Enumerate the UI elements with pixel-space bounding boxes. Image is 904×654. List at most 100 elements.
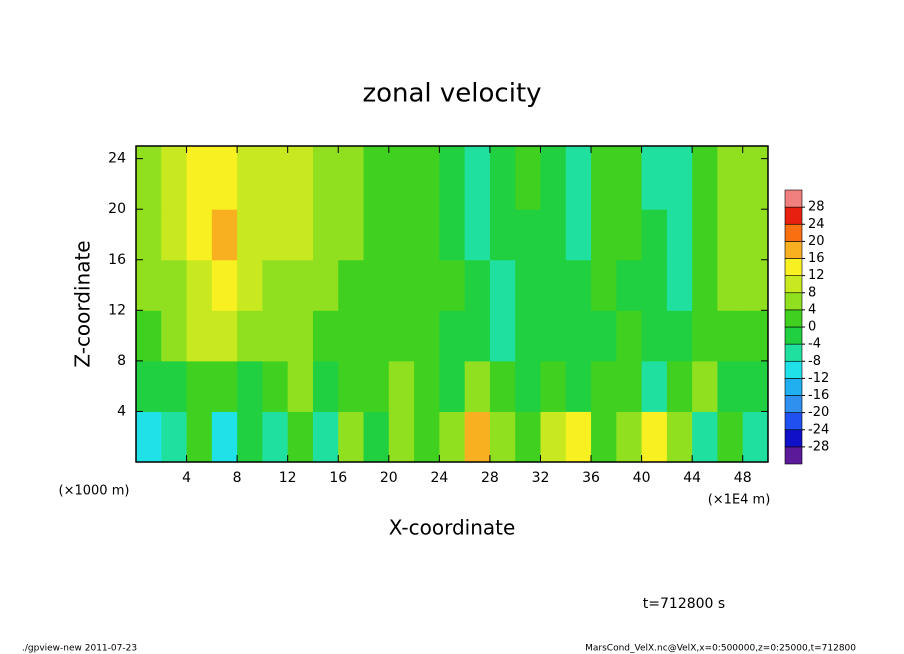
colorbar-label: 0 bbox=[808, 320, 816, 335]
heatmap-cell bbox=[186, 360, 213, 412]
colorbar-label: 16 bbox=[808, 251, 825, 266]
heatmap-cell bbox=[414, 146, 440, 210]
heatmap-cell bbox=[161, 411, 188, 463]
heatmap-cell bbox=[338, 310, 365, 362]
heatmap-cell bbox=[717, 146, 744, 210]
heatmap-cell bbox=[641, 310, 668, 362]
heatmap-cell bbox=[515, 310, 541, 362]
annotation: t=712800 s bbox=[643, 596, 725, 612]
heatmap-cell bbox=[616, 360, 643, 412]
colorbar-bin bbox=[784, 258, 803, 276]
heatmap-cell bbox=[136, 411, 162, 463]
x-tick-label: 20 bbox=[380, 470, 398, 486]
colorbar-bin bbox=[784, 275, 803, 294]
heatmap-cell bbox=[742, 209, 769, 261]
heatmap-cell bbox=[742, 146, 769, 210]
heatmap-cell bbox=[565, 259, 592, 311]
y-tick-label: 20 bbox=[108, 201, 126, 217]
heatmap-cell bbox=[136, 146, 162, 210]
heatmap-cell bbox=[641, 209, 668, 261]
heatmap-cell bbox=[515, 411, 541, 463]
heatmap-cell bbox=[742, 360, 769, 412]
heatmap-cell bbox=[717, 310, 744, 362]
heatmap-cell bbox=[161, 310, 188, 362]
heatmap-cell bbox=[591, 411, 617, 463]
plot-frame bbox=[135, 145, 769, 463]
colorbar-label: -8 bbox=[808, 354, 821, 369]
heatmap-cell bbox=[489, 360, 516, 412]
heatmap-cell bbox=[439, 146, 466, 210]
heatmap-cell bbox=[692, 259, 718, 311]
colorbar-label: 28 bbox=[808, 200, 825, 215]
heatmap-cell bbox=[338, 209, 365, 261]
heatmap-cell bbox=[287, 360, 314, 412]
heatmap-cell bbox=[616, 209, 643, 261]
x-tick-label: 40 bbox=[633, 470, 651, 486]
colorbar-bin bbox=[784, 189, 803, 208]
heatmap-cell bbox=[515, 146, 541, 210]
heatmap-cell bbox=[211, 411, 238, 463]
heatmap-cell bbox=[211, 209, 238, 261]
heatmap-cell bbox=[489, 209, 516, 261]
heatmap-cell bbox=[439, 360, 466, 412]
heatmap-cell bbox=[287, 259, 314, 311]
heatmap-cell bbox=[591, 360, 617, 412]
heatmap-cell bbox=[388, 310, 415, 362]
heatmap-cell bbox=[262, 360, 289, 412]
heatmap-cell bbox=[666, 360, 693, 412]
heatmap-cell bbox=[565, 146, 592, 210]
heatmap-cell bbox=[464, 209, 491, 261]
heatmap-cell bbox=[692, 411, 718, 463]
heatmap-cell bbox=[464, 310, 491, 362]
heatmap-cell bbox=[262, 259, 289, 311]
y-tick-label: 12 bbox=[108, 302, 126, 318]
y-axis-label: Z-coordinate bbox=[71, 240, 95, 367]
x-tick-label: 24 bbox=[430, 470, 448, 486]
heatmap-cell bbox=[692, 209, 718, 261]
heatmap-cell bbox=[616, 411, 643, 463]
heatmap-cell bbox=[186, 259, 213, 311]
heatmap-cell bbox=[262, 209, 289, 261]
heatmap-cell bbox=[540, 259, 567, 311]
heatmap-cell bbox=[439, 259, 466, 311]
heatmap-cell bbox=[641, 411, 668, 463]
heatmap-cell bbox=[666, 310, 693, 362]
heatmap-cell bbox=[312, 411, 339, 463]
colorbar-label: -24 bbox=[808, 422, 829, 437]
y-tick-label: 4 bbox=[117, 403, 126, 419]
heatmap-cell bbox=[742, 411, 769, 463]
heatmap-cell bbox=[363, 259, 390, 311]
heatmap-cell bbox=[489, 259, 516, 311]
heatmap-cell bbox=[388, 259, 415, 311]
footer-right: MarsCond_VelX.nc@VelX,x=0:500000,z=0:250… bbox=[585, 644, 856, 654]
heatmap-cell bbox=[211, 360, 238, 412]
heatmap-cell bbox=[439, 411, 466, 463]
colorbar-bin bbox=[784, 241, 803, 259]
colorbar-bin bbox=[784, 429, 803, 448]
heatmap-cell bbox=[540, 146, 567, 210]
heatmap-cell bbox=[388, 146, 415, 210]
heatmap-cell bbox=[186, 411, 213, 463]
heatmap-cell bbox=[591, 146, 617, 210]
x-tick-label: 12 bbox=[279, 470, 297, 486]
x-axis-label: X-coordinate bbox=[389, 516, 516, 540]
heatmap-cell bbox=[692, 146, 718, 210]
heatmap-cell bbox=[287, 146, 314, 210]
heatmap-cell bbox=[211, 146, 238, 210]
heatmap-cell bbox=[464, 146, 491, 210]
y-tick-label: 8 bbox=[117, 353, 126, 369]
heatmap-cell bbox=[591, 310, 617, 362]
heatmap-cell bbox=[591, 209, 617, 261]
heatmap-cell bbox=[237, 259, 263, 311]
heatmap-cell bbox=[666, 209, 693, 261]
heatmap-cell bbox=[237, 209, 263, 261]
heatmap-cell bbox=[237, 411, 263, 463]
heatmap-cell bbox=[312, 310, 339, 362]
heatmap-cell bbox=[565, 209, 592, 261]
heatmap-cell bbox=[565, 310, 592, 362]
heatmap-cell bbox=[237, 360, 263, 412]
heatmap-cell bbox=[464, 360, 491, 412]
colorbar-label: 12 bbox=[808, 268, 825, 283]
heatmap-cell bbox=[161, 209, 188, 261]
heatmap-cell bbox=[161, 360, 188, 412]
